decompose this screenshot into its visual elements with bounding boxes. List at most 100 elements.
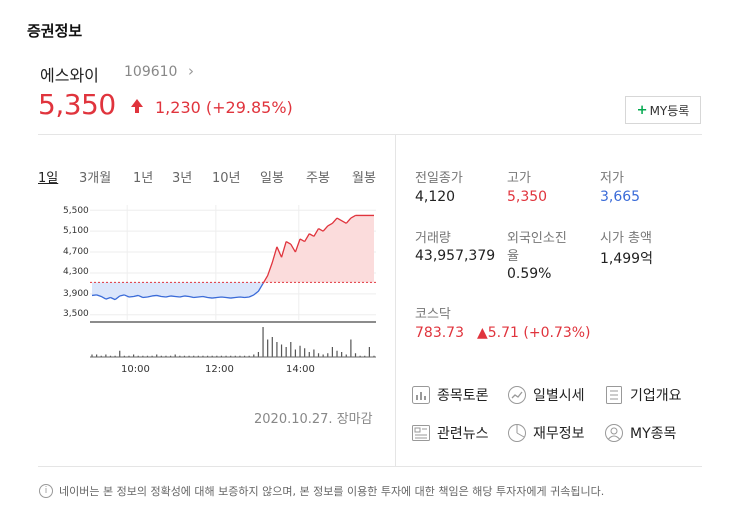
- volume-bar: [239, 355, 241, 357]
- tab-monthly-candle[interactable]: 월봉: [352, 171, 376, 186]
- volume-bar: [123, 355, 125, 357]
- volume-bar: [359, 355, 361, 357]
- chevron-right-icon[interactable]: ›: [188, 62, 194, 80]
- volume-bar: [262, 327, 264, 357]
- volume-bar: [243, 355, 246, 357]
- plus-icon: +: [636, 102, 648, 118]
- up-arrow-icon: [131, 99, 143, 113]
- y-tick-label: 4,300: [63, 267, 89, 277]
- volume-bar: [354, 353, 357, 357]
- link-my-stocks[interactable]: MY종목: [604, 423, 676, 443]
- volume-bar: [109, 355, 112, 357]
- volume-bar: [133, 354, 135, 357]
- info-icon: i: [39, 484, 53, 498]
- stock-name[interactable]: 에스와이: [40, 66, 99, 85]
- link-label: 재무정보: [533, 426, 585, 442]
- tab-3month[interactable]: 3개월: [79, 171, 112, 186]
- volume-bar: [174, 354, 176, 357]
- volume-bar: [257, 352, 260, 357]
- tab-1year[interactable]: 1년: [133, 171, 154, 186]
- disclaimer-text: 네이버는 본 정보의 정확성에 대해 보증하지 않으며, 본 정보를 이용한 투…: [59, 485, 605, 498]
- pie-chart-icon: [508, 424, 526, 442]
- foreign-ratio-value: 0.59%: [507, 266, 552, 282]
- tab-10year[interactable]: 10년: [212, 171, 241, 186]
- volume-value: 43,957,379: [415, 248, 496, 264]
- volume-bar: [290, 342, 292, 357]
- volume-bar: [211, 355, 213, 357]
- volume-bar: [276, 342, 278, 357]
- volume-bar: [91, 354, 93, 357]
- news-icon: [412, 425, 430, 441]
- stock-code[interactable]: 109610: [124, 64, 178, 80]
- link-related-news[interactable]: 관련뉴스: [411, 423, 489, 443]
- y-tick-label: 3,500: [63, 309, 89, 319]
- y-tick-label: 3,900: [63, 289, 89, 299]
- volume-bar: [96, 354, 98, 357]
- market-cap-value: 1,499억: [600, 251, 653, 267]
- volume-bar: [137, 355, 139, 357]
- chart-date: 2020.10.27. 장마감: [254, 412, 373, 427]
- link-stock-discussion[interactable]: 종목토론: [411, 385, 489, 405]
- volume-bar: [234, 355, 236, 357]
- volume-bar: [165, 355, 167, 357]
- volume-bar: [151, 355, 153, 357]
- volume-bar: [220, 355, 223, 357]
- volume-bar: [119, 350, 121, 357]
- volume-bar: [317, 353, 320, 357]
- volume-bar: [336, 350, 338, 357]
- volume-bar: [341, 352, 343, 357]
- divider-vertical: [395, 135, 396, 467]
- link-company-overview[interactable]: 기업개요: [604, 385, 682, 405]
- foreign-ratio-label: 외국인소진: [507, 231, 567, 246]
- price-change: 1,230 (+29.85%): [155, 98, 293, 117]
- volume-bar: [160, 355, 162, 357]
- volume-bar: [100, 355, 102, 357]
- link-label: 종목토론: [437, 388, 489, 404]
- tab-3year[interactable]: 3년: [172, 171, 193, 186]
- link-daily-quotes[interactable]: 일별시세: [507, 385, 585, 405]
- kosdaq-value: 783.73: [415, 325, 464, 341]
- tab-daily-candle[interactable]: 일봉: [260, 171, 284, 186]
- kosdaq-change: ▲5.71 (+0.73%): [477, 325, 591, 341]
- link-label: MY종목: [630, 426, 677, 442]
- volume-bar: [294, 349, 297, 357]
- price-line-below: [91, 283, 264, 301]
- user-icon: [605, 424, 623, 442]
- low-label: 저가: [600, 171, 624, 186]
- trend-icon: [508, 386, 526, 404]
- volume-bar: [327, 353, 329, 357]
- volume-bar: [373, 355, 375, 357]
- link-label: 기업개요: [630, 388, 682, 404]
- link-label: 일별시세: [533, 388, 585, 404]
- y-tick-label: 5,100: [63, 226, 89, 236]
- my-register-label: MY등록: [649, 103, 690, 118]
- my-register-button[interactable]: + MY등록: [625, 96, 701, 124]
- volume-bar: [248, 355, 250, 357]
- link-financial-info[interactable]: 재무정보: [507, 423, 585, 443]
- volume-bar: [267, 339, 269, 357]
- tab-weekly-candle[interactable]: 주봉: [306, 171, 330, 186]
- volume-label: 거래량: [415, 231, 451, 246]
- volume-bar: [142, 355, 144, 357]
- kosdaq-label: 코스닥: [415, 307, 451, 322]
- volume-bar: [350, 339, 352, 357]
- x-tick-label: 12:00: [205, 364, 234, 375]
- tab-1day[interactable]: 1일: [38, 171, 59, 186]
- volume-bar: [193, 355, 195, 357]
- volume-bar: [188, 355, 190, 357]
- y-tick-label: 5,500: [63, 206, 89, 216]
- foreign-ratio-label-2: 율: [507, 249, 519, 264]
- volume-bar: [183, 355, 186, 357]
- volume-bar: [128, 355, 130, 357]
- volume-bar: [304, 348, 306, 357]
- volume-bar: [313, 349, 315, 357]
- y-tick-label: 4,700: [63, 247, 89, 257]
- list-icon: [606, 386, 622, 404]
- volume-bar: [216, 355, 218, 357]
- price-line-above: [262, 214, 374, 284]
- volume-bar: [179, 355, 181, 357]
- volume-bar: [156, 354, 158, 357]
- volume-bar: [364, 355, 366, 357]
- intraday-chart[interactable]: [90, 205, 376, 360]
- volume-bar: [299, 345, 301, 357]
